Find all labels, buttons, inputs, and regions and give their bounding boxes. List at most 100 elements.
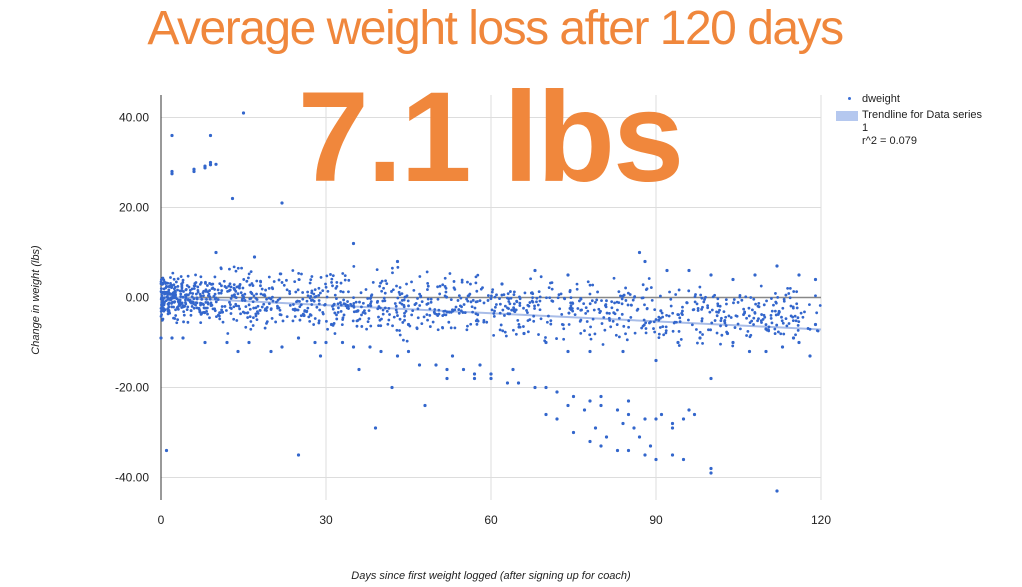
data-point [470,305,474,309]
data-point [312,299,316,303]
data-point [536,303,540,307]
data-point [526,330,530,334]
data-point [202,294,205,298]
data-point [670,453,675,457]
data-point [180,286,184,290]
data-point [490,308,494,312]
data-point [767,325,771,329]
data-point [382,286,385,290]
data-point [271,287,275,291]
data-point [653,330,657,334]
data-point [175,297,179,301]
data-point [321,289,325,293]
data-point [363,309,366,313]
data-point [293,280,297,283]
data-point [503,330,507,334]
data-point [687,268,691,273]
data-point [610,306,614,310]
data-point [396,296,400,300]
data-point [317,319,321,323]
data-point [385,282,389,285]
data-point [235,285,239,289]
data-point [270,316,274,320]
data-point [367,317,371,320]
data-point [173,317,177,320]
data-point [576,307,580,310]
data-point [225,309,228,312]
data-point [586,309,590,313]
data-point [529,291,533,295]
data-point [752,316,756,320]
data-point [806,327,810,330]
data-point [557,293,561,297]
data-point [426,288,429,291]
data-point [551,299,555,303]
data-point [176,318,180,322]
data-point [778,310,781,314]
data-point [489,376,493,381]
data-point [354,300,358,304]
data-point [228,267,231,271]
data-point [317,321,321,325]
data-point [170,336,174,340]
data-point [563,297,567,301]
data-point [500,293,504,297]
data-point [337,306,340,310]
data-point [241,310,245,314]
data-point [808,354,812,358]
data-point [416,297,419,300]
data-point [394,304,398,308]
data-point [310,291,314,295]
data-point [441,283,445,287]
data-point [321,312,325,316]
data-point [184,296,188,300]
data-point [366,320,370,324]
data-point [775,264,779,268]
data-point [498,311,502,315]
data-point [160,299,164,303]
data-point [205,310,208,313]
data-point [724,298,728,301]
data-point [232,293,236,297]
data-point [569,296,573,300]
data-point [773,309,777,313]
data-point [567,323,571,326]
data-point [229,312,233,315]
data-point [324,340,328,345]
data-point [478,363,482,367]
data-point [774,292,777,295]
data-point [613,301,616,305]
data-point [317,299,321,302]
data-point [252,255,257,259]
data-point [166,293,170,296]
data-point [395,328,399,332]
data-point [770,309,774,313]
data-point [696,341,699,345]
data-point [162,287,166,291]
data-point [192,167,196,171]
data-point [240,266,243,270]
data-point [387,318,391,322]
data-point [184,302,188,306]
data-point [571,394,576,399]
data-point [491,288,495,292]
data-point [162,309,166,313]
data-point [436,285,440,289]
data-point [291,308,295,311]
data-point [210,287,214,291]
data-point [318,291,322,295]
data-point [569,306,573,310]
data-point [205,297,208,301]
data-point [687,408,691,412]
data-point [369,324,373,328]
data-point [571,430,576,435]
data-point [395,354,400,358]
data-point [194,292,198,296]
data-point [769,316,773,320]
data-point [537,290,541,293]
data-point [447,320,451,324]
data-point [716,304,720,308]
data-point [359,291,363,295]
data-point [744,295,748,299]
